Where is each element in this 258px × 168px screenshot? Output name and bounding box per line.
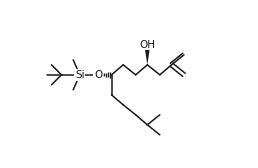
Text: OH: OH xyxy=(139,40,155,50)
Text: Si: Si xyxy=(75,70,85,80)
Text: O: O xyxy=(94,70,102,80)
Polygon shape xyxy=(144,45,150,65)
